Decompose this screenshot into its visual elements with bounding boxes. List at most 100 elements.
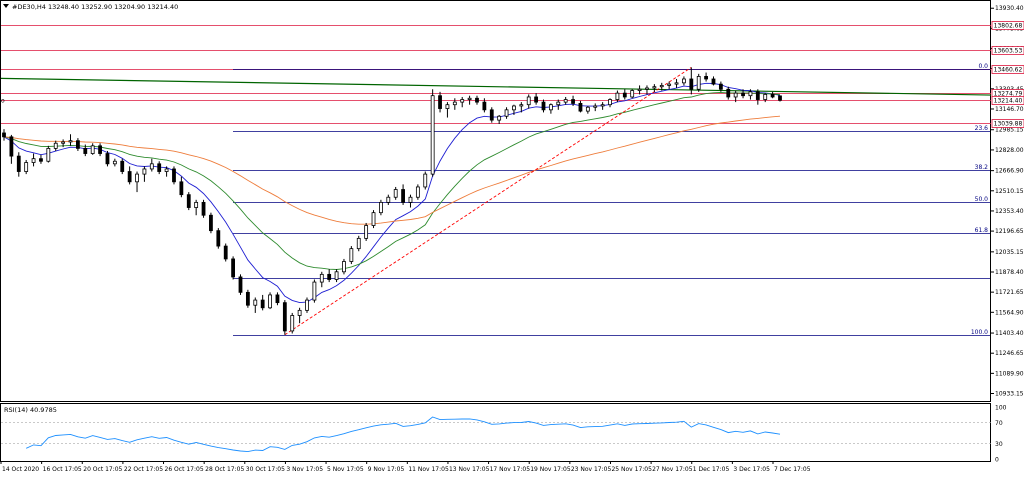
price-tick-label: 11564.90 <box>995 309 1024 316</box>
candle <box>319 271 324 288</box>
candle-body <box>741 92 745 97</box>
candle <box>689 67 694 95</box>
price-tick-label: 12985.15 <box>995 127 1024 134</box>
price-tick-label: 11878.40 <box>995 269 1024 276</box>
candle-body <box>231 258 236 278</box>
candle-body <box>364 225 369 239</box>
candle-body <box>763 94 768 100</box>
level-badge <box>991 65 1024 74</box>
candle <box>342 258 346 275</box>
candle <box>645 85 649 95</box>
candle <box>608 98 612 108</box>
ema-55-line <box>3 115 781 225</box>
level-badge-label: 13039.88 <box>994 121 1023 128</box>
candle <box>386 194 391 205</box>
candle-body <box>9 136 14 157</box>
candle-body <box>98 145 102 154</box>
candle <box>748 89 753 100</box>
candle-body <box>275 294 280 304</box>
price-tick-label: 11246.65 <box>995 350 1024 357</box>
time-tick-label: 16 Oct 17:05 <box>43 466 82 473</box>
level-badge <box>991 119 1024 128</box>
time-tick-label: 25 Nov 17:05 <box>611 466 652 473</box>
candle-body <box>600 104 605 107</box>
candle <box>438 91 442 113</box>
candle-body <box>408 196 413 203</box>
rsi-pane-frame <box>0 403 991 462</box>
candle <box>519 102 524 113</box>
candle-body <box>438 95 442 109</box>
candle <box>305 297 309 313</box>
bid-marker: o <box>1 98 5 105</box>
time-tick-label: 28 Oct 17:05 <box>205 466 244 473</box>
time-tick-label: 17 Nov 17:05 <box>490 466 531 473</box>
candle <box>39 154 43 164</box>
candle-body <box>386 196 391 203</box>
candle-body <box>541 101 546 111</box>
candle <box>401 184 405 205</box>
candle-body <box>61 141 66 144</box>
candle <box>245 289 250 308</box>
candle <box>334 269 339 283</box>
price-tick-label: 11403.40 <box>995 330 1024 337</box>
candle <box>9 134 14 164</box>
candle-body <box>689 78 694 90</box>
fib-level-label: 38.2 <box>975 164 989 171</box>
candle-body <box>696 76 701 90</box>
candle-body <box>209 214 213 232</box>
candle <box>135 171 139 193</box>
price-tick-label: 11721.65 <box>995 289 1024 296</box>
candle-body <box>379 201 383 214</box>
candle-body <box>445 104 450 109</box>
rsi-tick-label: 30 <box>995 441 1003 448</box>
candle <box>76 138 80 151</box>
candle <box>127 166 132 185</box>
candle-body <box>179 181 184 196</box>
collapse-triangle-icon[interactable] <box>3 4 9 8</box>
level-badge <box>991 21 1024 30</box>
candle <box>31 153 36 167</box>
price-tick-label: 12035.15 <box>995 249 1024 256</box>
candle <box>231 256 236 280</box>
candle <box>53 140 58 151</box>
candle <box>541 99 546 113</box>
candle-body <box>24 162 29 172</box>
price-tick-label: 10933.15 <box>995 391 1024 398</box>
candle <box>704 72 708 82</box>
rsi-tick-label: 100 <box>995 405 1007 412</box>
candle <box>467 95 472 105</box>
time-tick-label: 20 Oct 17:05 <box>83 466 122 473</box>
candle-body <box>526 96 531 106</box>
candle <box>120 158 125 175</box>
candle-body <box>216 230 221 247</box>
candle <box>674 78 679 88</box>
candle <box>371 210 376 229</box>
candle-body <box>415 186 420 198</box>
candle <box>475 95 479 105</box>
candle-body <box>755 91 760 100</box>
chart-title: #DE30,H4 13248.40 13252.90 13204.90 1321… <box>12 3 178 11</box>
candle-body <box>585 106 590 112</box>
candle <box>223 243 228 262</box>
candle-body <box>349 248 354 262</box>
candle-body <box>778 95 782 101</box>
candle <box>90 143 95 155</box>
time-tick-label: 14 Oct 2020 <box>2 466 39 473</box>
candle <box>408 194 413 208</box>
candle <box>563 96 568 105</box>
candle-body <box>83 147 88 154</box>
fib-level-label: 50.0 <box>975 196 989 203</box>
candle <box>379 199 383 216</box>
candle <box>726 86 731 100</box>
candle-body <box>548 104 553 111</box>
candle-body <box>157 163 162 172</box>
candle-body <box>622 92 627 98</box>
candle <box>98 143 102 157</box>
candle-body <box>334 271 339 280</box>
candle-body <box>630 90 635 98</box>
candle <box>430 89 435 177</box>
candle <box>659 82 664 91</box>
fib-level-label: 23.6 <box>975 125 989 132</box>
time-tick-label: 30 Oct 17:05 <box>246 466 285 473</box>
candle <box>179 176 184 198</box>
